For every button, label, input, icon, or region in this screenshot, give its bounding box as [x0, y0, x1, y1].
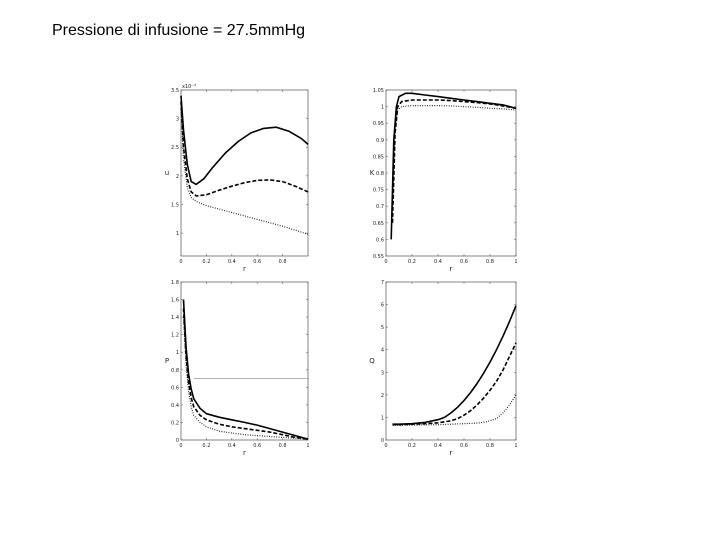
bottom-right-ytick-label-6: 1	[381, 415, 384, 421]
top-right-axes-box	[385, 89, 517, 257]
top-right-ytick-label-5: 0.8	[376, 171, 384, 177]
top-left-ylabel: u	[165, 169, 169, 177]
bottom-right-xtick-label-5: 1	[514, 443, 517, 449]
bottom-left-ytick-label-6: 0.6	[171, 385, 179, 391]
bottom-left-ytick-label-1: 1.6	[171, 298, 179, 304]
top-right-ytick-label-6: 0.75	[373, 188, 384, 194]
top-left-series-dotted-line	[180, 107, 309, 235]
bottom-left-xtick-label-1: 0.2	[202, 443, 210, 449]
top-left-series-solid-line	[180, 95, 309, 186]
bottom-right-ytick-label-4: 3	[381, 370, 384, 376]
top-right-xtick-label-1: 0.2	[408, 259, 416, 265]
top-right-xtick-label-2: 0.4	[434, 259, 442, 265]
top-left-xtick-label-1: 0.2	[202, 259, 210, 265]
top-right-ytick-label-3: 0.9	[376, 138, 384, 144]
bottom-right-ytick-label-2: 5	[381, 325, 384, 331]
top-left-ytick-label-3: 2	[176, 174, 179, 180]
top-right-ylabel: K	[370, 169, 375, 177]
bottom-right-ytick-label-3: 4	[381, 348, 384, 354]
top-left-xtick-label-4: 0.8	[279, 259, 287, 265]
top-right-xtick-label-5: 1	[514, 259, 517, 265]
bottom-left-xtick-label-5: 1	[306, 443, 309, 449]
top-left-xtick-label-3: 0.6	[253, 259, 261, 265]
top-right-ytick-label-10: 0.55	[373, 254, 384, 260]
bottom-left-xlabel: r	[243, 449, 246, 457]
top-right-ytick-label-0: 1.05	[373, 88, 384, 94]
top-right-xlabel: r	[450, 265, 453, 273]
top-left-ytick-label-1: 3	[176, 117, 179, 123]
top-right-xtick-label-3: 0.6	[460, 259, 468, 265]
bottom-right-ytick-label-5: 2	[381, 393, 384, 399]
bottom-left-ytick-label-4: 1	[176, 350, 179, 356]
top-left-series-dashed-line	[180, 101, 309, 197]
bottom-left-ytick-label-0: 1.8	[171, 280, 179, 286]
top-left-ytick-label-0: 3.5	[171, 88, 179, 94]
top-left-axes-box	[180, 89, 309, 257]
bottom-left-ytick-label-7: 0.4	[171, 403, 179, 409]
bottom-right-ytick-label-1: 6	[381, 303, 384, 309]
top-left-xtick-label-2: 0.4	[228, 259, 236, 265]
bottom-right-ylabel: Q	[369, 357, 375, 365]
figure-title: Pressione di infusione = 27.5mm​Hg	[52, 22, 306, 39]
top-right-ytick-label-9: 0.6	[376, 237, 384, 243]
top-left-xlabel: r	[243, 265, 246, 273]
bottom-left-ytick-label-3: 1.2	[171, 333, 179, 339]
top-right-xtick-label-4: 0.8	[486, 259, 494, 265]
bottom-right-series-dotted-line	[392, 394, 517, 426]
top-right-ytick-label-2: 0.95	[373, 121, 384, 127]
top-right-series-dotted-line	[391, 105, 517, 207]
top-left-ytick-label-5: 1	[176, 231, 179, 237]
top-right-ytick-label-1: 1	[381, 105, 384, 111]
bottom-left-series-solid-line	[182, 299, 309, 440]
bottom-right-xtick-label-4: 0.8	[486, 443, 494, 449]
bottom-left-xtick-label-3: 0.6	[253, 443, 261, 449]
bottom-left-ylabel: P	[165, 357, 169, 365]
top-left-ytick-label-2: 2.5	[171, 145, 179, 151]
bottom-left-xtick-label-4: 0.8	[279, 443, 287, 449]
bottom-left-series-dotted-line	[182, 317, 309, 440]
bottom-right-xlabel: r	[450, 449, 453, 457]
bottom-left-series-dashed-line	[182, 308, 309, 440]
top-right-series-solid-line	[390, 92, 517, 240]
bottom-left-xtick-label-2: 0.4	[228, 443, 236, 449]
bottom-left-ytick-label-2: 1.4	[171, 315, 179, 321]
top-right-series-dashed-line	[391, 99, 517, 223]
bottom-right-axes-box	[385, 281, 517, 441]
top-right-xtick-label-0: 0	[384, 259, 387, 265]
bottom-right-ytick-label-7: 0	[381, 438, 384, 444]
bottom-left-ytick-label-9: 0	[176, 438, 179, 444]
bottom-right-xtick-label-1: 0.2	[408, 443, 416, 449]
bottom-right-xtick-label-0: 0	[384, 443, 387, 449]
top-left-xtick-label-0: 0	[179, 259, 182, 265]
bottom-right-ytick-label-0: 7	[381, 280, 384, 286]
top-right-ytick-label-7: 0.7	[376, 204, 384, 210]
bottom-left-axes-box	[180, 281, 309, 441]
bottom-left-ytick-label-8: 0.2	[171, 420, 179, 426]
bottom-right-series-dashed-line	[392, 342, 517, 426]
top-left-exponent-label: x10⁻³	[182, 84, 196, 90]
top-right-ytick-label-8: 0.65	[373, 221, 384, 227]
top-left-ytick-label-4: 1.5	[171, 202, 179, 208]
bottom-right-series-solid-line	[392, 305, 517, 425]
top-right-ytick-label-4: 0.85	[373, 154, 384, 160]
bottom-left-xtick-label-0: 0	[179, 443, 182, 449]
bottom-right-xtick-label-3: 0.6	[460, 443, 468, 449]
bottom-right-xtick-label-2: 0.4	[434, 443, 442, 449]
bottom-left-ytick-label-5: 0.8	[171, 368, 179, 374]
